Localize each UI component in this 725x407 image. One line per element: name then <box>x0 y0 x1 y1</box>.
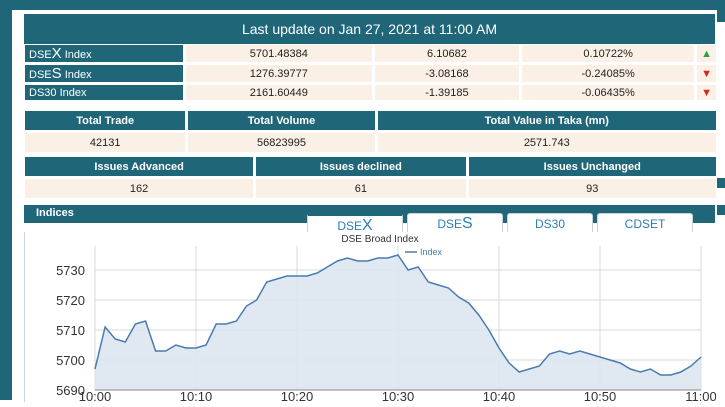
index-change-pct: -0.24085% <box>522 65 695 82</box>
tab-dses[interactable]: DSES <box>407 213 503 234</box>
index-name[interactable]: DSES Index <box>25 65 183 82</box>
y-tick-label: 5700 <box>56 353 85 368</box>
tab-ds30[interactable]: DS30 <box>507 213 593 234</box>
index-chart[interactable]: 5690 5700 5710 5720 5730 10:00 10:10 10:20 10:30… <box>25 232 717 404</box>
window-top-border <box>0 0 725 10</box>
index-change: -3.08168 <box>374 65 520 82</box>
double-chevron-up-icon: ▲ <box>697 45 716 62</box>
chart-title: DSE Broad Index <box>341 234 418 245</box>
issues-unchanged-value: 93 <box>468 179 716 198</box>
window-left-border <box>0 0 12 400</box>
index-area-fill <box>95 255 701 390</box>
total-value-header: Total Value in Taka (mn) <box>377 111 716 130</box>
issues-declined-header: Issues declined <box>256 157 466 176</box>
index-value: 1276.39777 <box>186 65 372 82</box>
right-border-segment <box>717 0 725 22</box>
x-tick-label: 11:00 <box>685 389 716 402</box>
index-change: 6.10682 <box>374 45 520 62</box>
tab-cdset[interactable]: CDSET <box>597 213 693 234</box>
index-change-pct: -0.06435% <box>522 85 695 100</box>
total-volume-value: 56823995 <box>188 133 375 152</box>
index-chart-container: 5690 5700 5710 5720 5730 10:00 10:10 10:20 10:30… <box>24 232 717 404</box>
double-chevron-down-icon: ▼ <box>697 85 716 100</box>
index-change: -1.39185 <box>374 85 520 100</box>
issues-unchanged-header: Issues Unchanged <box>468 157 716 176</box>
total-trade-header: Total Trade <box>25 111 186 130</box>
x-tick-label: 10:40 <box>483 389 516 402</box>
y-tick-label: 5720 <box>56 293 85 308</box>
issue-stats-table: Issues Advanced Issues declined Issues U… <box>22 154 719 201</box>
index-change-pct: 0.10722% <box>522 45 695 62</box>
index-row-dses[interactable]: DSES Index 1276.39777 -3.08168 -0.24085%… <box>25 65 716 82</box>
y-tick-label: 5730 <box>56 263 85 278</box>
double-chevron-down-icon: ▼ <box>697 65 716 82</box>
index-row-ds30[interactable]: DS30 Index 2161.60449 -1.39185 -0.06435%… <box>25 85 716 100</box>
tab-dsex[interactable]: DSEX <box>307 213 403 236</box>
index-table: DSEX Index 5701.48384 6.10682 0.10722% ▲… <box>22 42 719 103</box>
index-series-line <box>94 254 702 376</box>
index-row-dsex[interactable]: DSEX Index 5701.48384 6.10682 0.10722% ▲ <box>25 45 716 62</box>
x-tick-label: 10:30 <box>382 389 415 402</box>
issues-advanced-header: Issues Advanced <box>25 157 254 176</box>
last-update-banner: Last update on Jan 27, 2021 at 11:00 AM <box>24 14 715 44</box>
x-tick-label: 10:50 <box>584 389 617 402</box>
index-name[interactable]: DSEX Index <box>25 45 183 62</box>
total-value-taka: 2571.743 <box>377 133 716 152</box>
market-summary-panel: Last update on Jan 27, 2021 at 11:00 AM … <box>17 10 719 404</box>
issues-advanced-value: 162 <box>25 179 254 198</box>
index-value: 5701.48384 <box>186 45 372 62</box>
x-tick-label: 10:00 <box>79 389 112 402</box>
y-tick-label: 5710 <box>56 323 85 338</box>
right-border-segment <box>717 205 725 215</box>
x-tick-label: 10:10 <box>180 389 213 402</box>
legend-label: Index <box>420 247 443 257</box>
index-value: 2161.60449 <box>186 85 372 100</box>
issues-declined-value: 61 <box>256 179 466 198</box>
trade-stats-table: Total Trade Total Volume Total Value in … <box>22 108 719 155</box>
total-trade-value: 42131 <box>25 133 186 152</box>
right-border-segment <box>717 178 725 188</box>
y-tick-label: 5690 <box>56 383 85 398</box>
x-tick-label: 10:20 <box>281 389 314 402</box>
index-name[interactable]: DS30 Index <box>25 85 183 100</box>
total-volume-header: Total Volume <box>188 111 375 130</box>
